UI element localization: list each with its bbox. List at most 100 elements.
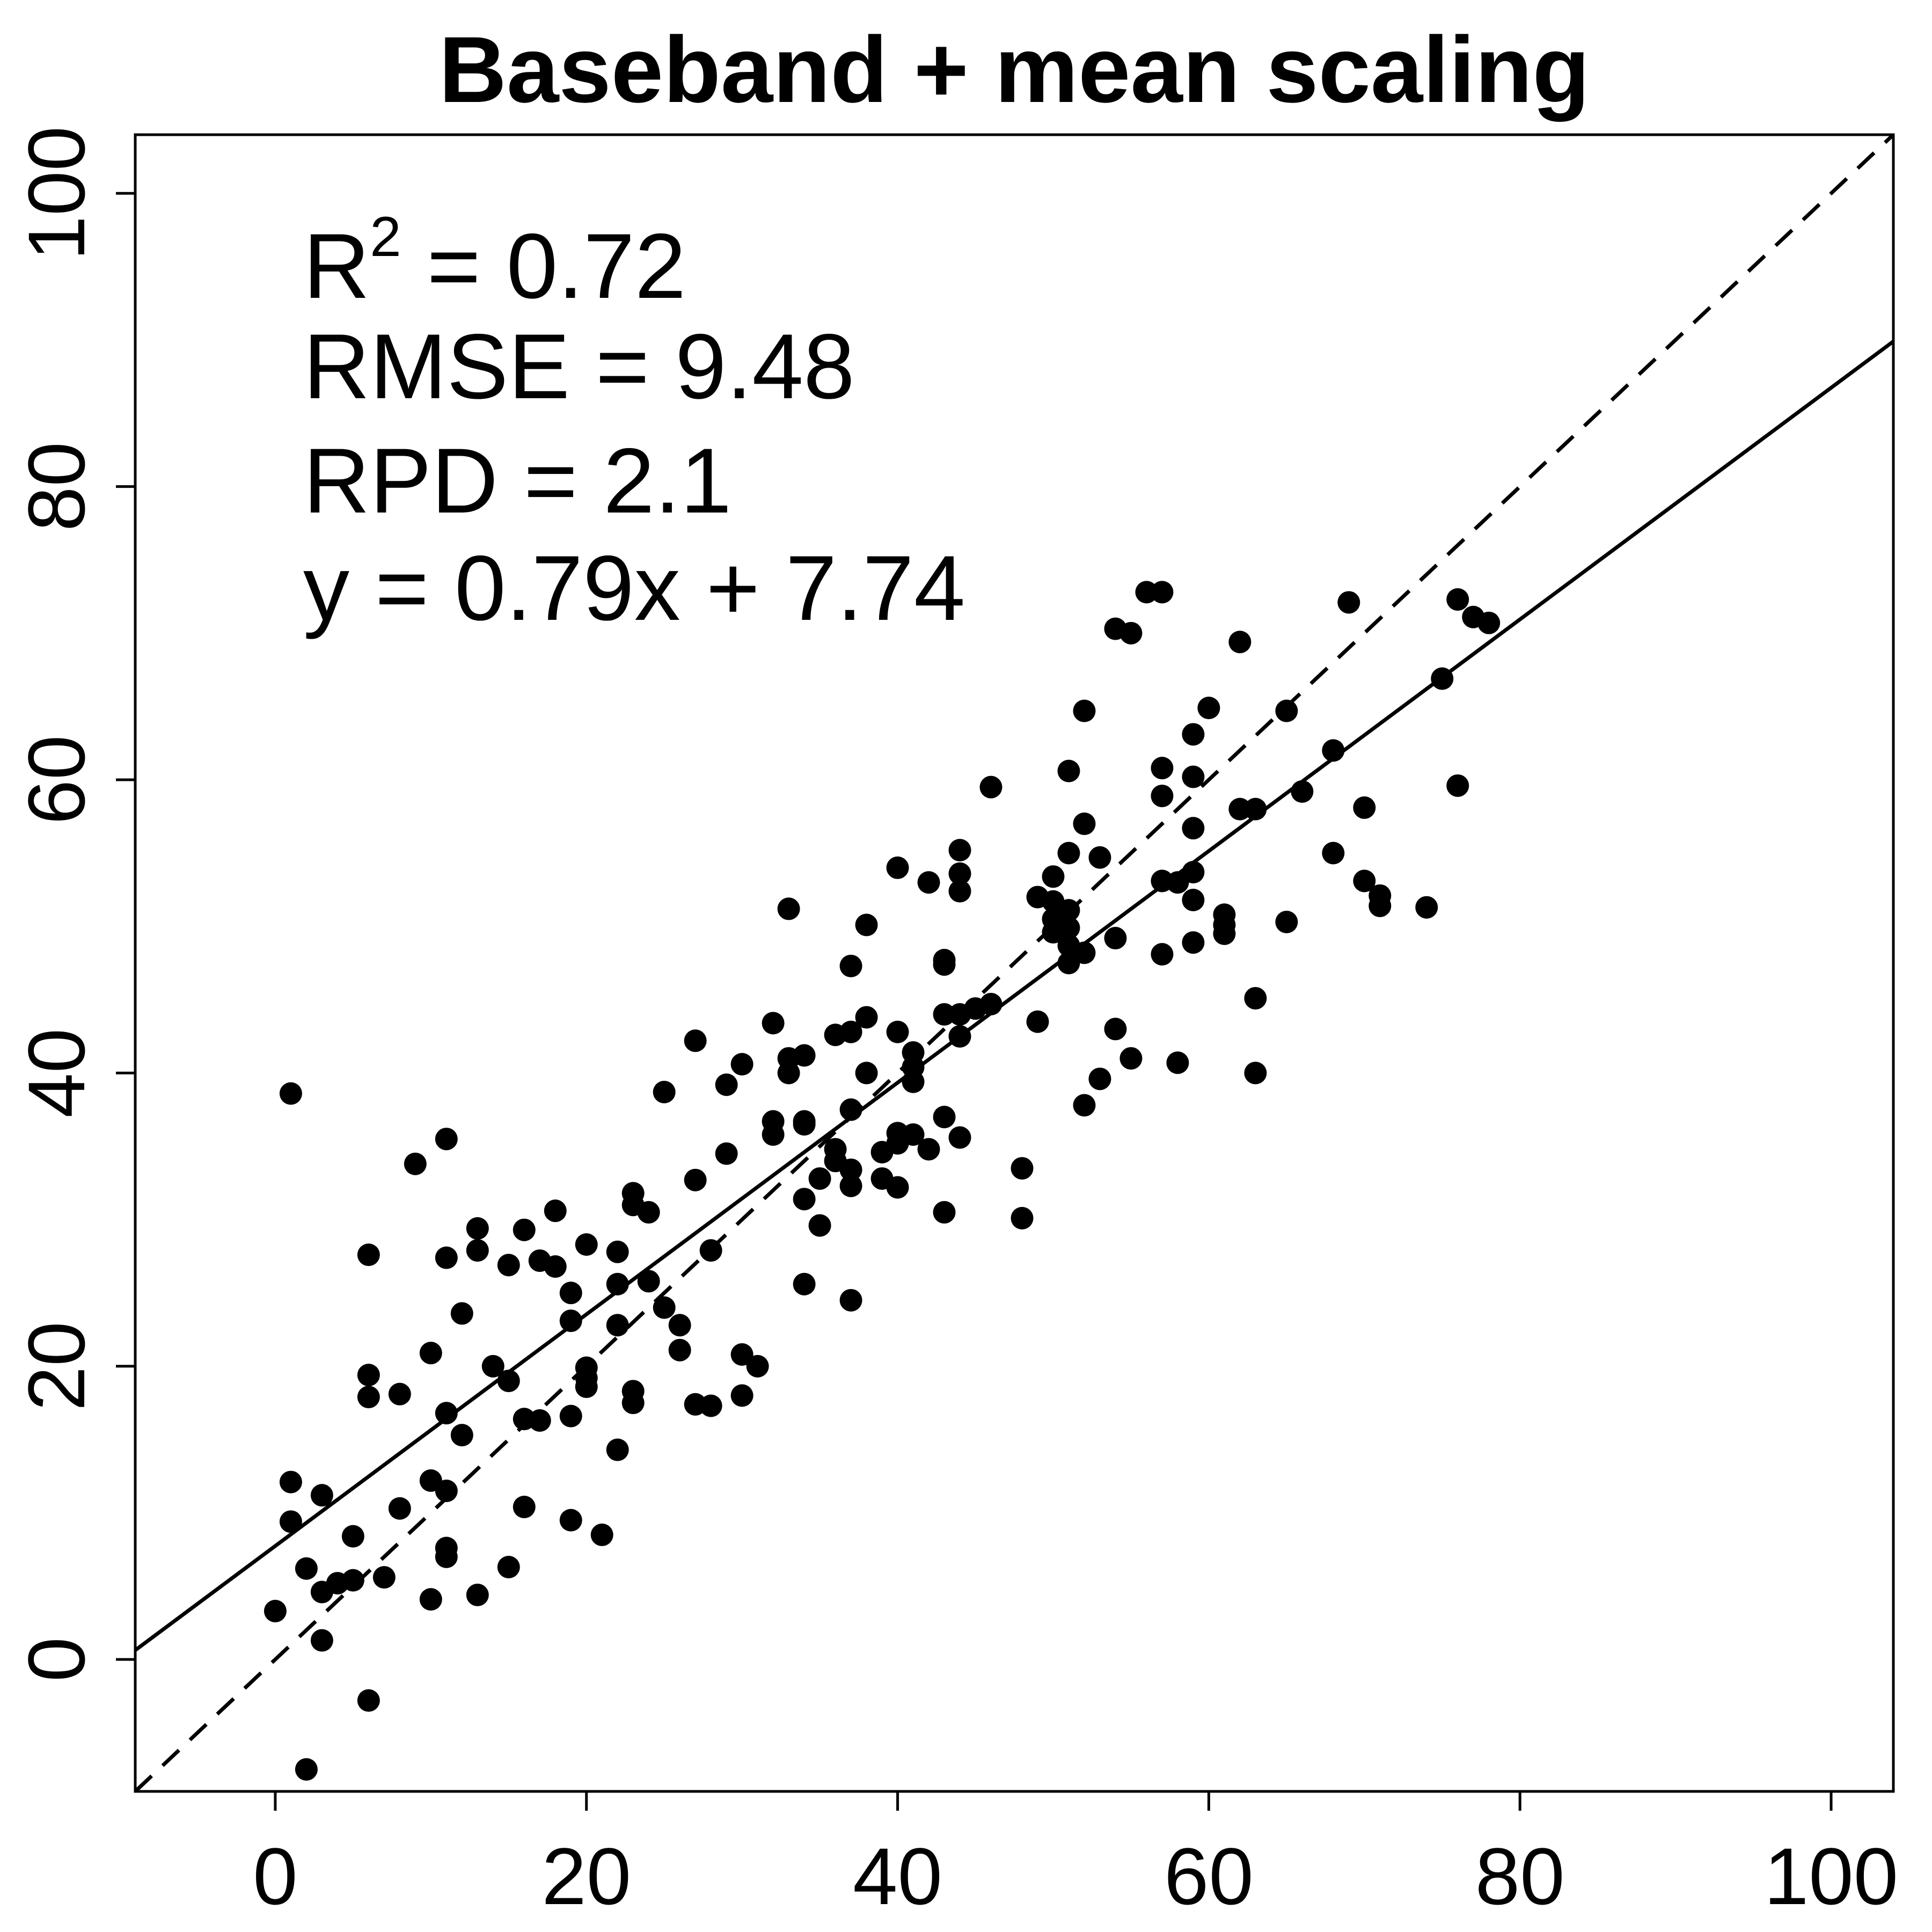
data-point (1322, 841, 1345, 865)
data-point (653, 1296, 676, 1319)
data-point (1275, 699, 1298, 722)
data-point (948, 880, 971, 903)
y-axis: 0 20 40 60 80 100 (11, 126, 135, 1682)
data-point (1244, 1062, 1267, 1085)
data-point (1244, 987, 1267, 1010)
data-point (357, 1364, 380, 1387)
data-point (606, 1314, 629, 1337)
data-point (559, 1282, 582, 1305)
data-point (419, 1588, 442, 1611)
data-point (544, 1255, 567, 1278)
data-point (357, 1689, 380, 1712)
x-tick-label: 80 (1475, 1831, 1565, 1921)
data-point (279, 1510, 302, 1533)
regression-line (135, 340, 1893, 1652)
data-point (1182, 931, 1205, 954)
data-point (575, 1356, 598, 1379)
data-point (715, 1142, 738, 1165)
data-point (777, 1062, 800, 1085)
data-point (544, 1199, 567, 1223)
data-point (855, 1062, 878, 1085)
data-point (793, 1188, 816, 1211)
data-point (808, 1214, 831, 1237)
data-point (730, 1384, 753, 1407)
data-point (388, 1497, 411, 1520)
data-point (948, 1126, 971, 1149)
rpd-label: RPD = 2.1 (303, 429, 731, 532)
data-point (1337, 591, 1360, 614)
data-point (1088, 846, 1111, 869)
data-point (730, 1052, 753, 1075)
data-point (777, 897, 800, 920)
data-point (466, 1239, 489, 1262)
data-point (839, 954, 862, 977)
data-point (1104, 1018, 1127, 1041)
data-point (933, 1201, 956, 1224)
data-point (606, 1240, 629, 1263)
data-point (435, 1479, 458, 1502)
data-point (590, 1523, 613, 1546)
data-point (917, 1138, 940, 1161)
data-point (497, 1556, 520, 1579)
data-point (1182, 889, 1205, 912)
data-point (1135, 581, 1158, 604)
data-point (762, 1123, 785, 1146)
data-point (621, 1392, 645, 1415)
data-point (1119, 621, 1143, 645)
data-point (793, 1044, 816, 1067)
data-point (466, 1217, 489, 1240)
data-point (1431, 667, 1454, 690)
y-tick-label: 100 (11, 126, 101, 260)
data-point (699, 1239, 722, 1262)
data-point (1166, 1051, 1189, 1074)
data-point (653, 1080, 676, 1103)
data-point (948, 1025, 971, 1048)
data-point (1057, 841, 1080, 865)
data-point (948, 839, 971, 862)
data-point (606, 1272, 629, 1296)
data-point (481, 1355, 504, 1378)
data-point (933, 953, 956, 976)
identity-line (135, 135, 1893, 1791)
data-point (855, 913, 878, 936)
x-axis: 0 20 40 60 80 100 (253, 1791, 1898, 1921)
data-point (1011, 1206, 1034, 1230)
data-point (1182, 723, 1205, 746)
data-point (528, 1409, 551, 1432)
data-point (310, 1629, 333, 1652)
x-tick-label: 100 (1764, 1831, 1898, 1921)
y-tick-label: 60 (11, 735, 101, 825)
y-tick-label: 0 (11, 1637, 101, 1681)
data-point (1151, 943, 1174, 966)
data-point (1446, 774, 1469, 797)
data-point (839, 1289, 862, 1312)
data-point (793, 1272, 816, 1296)
data-point (621, 1182, 645, 1205)
data-point (668, 1314, 691, 1337)
data-point (279, 1470, 302, 1494)
data-point (979, 992, 1002, 1015)
chart-title: Baseband + mean scaling (439, 18, 1590, 122)
data-point (917, 871, 940, 894)
r-squared-label: R2 = 0.72 (303, 206, 686, 318)
data-point (808, 1167, 831, 1190)
data-point (1073, 812, 1096, 835)
data-point (948, 862, 971, 885)
data-point (1104, 927, 1127, 950)
data-point (513, 1218, 536, 1241)
data-point (1073, 1094, 1096, 1117)
data-point (450, 1424, 473, 1447)
data-point (1026, 1010, 1049, 1033)
data-points (264, 581, 1501, 1781)
data-point (1151, 785, 1174, 808)
data-point (839, 1174, 862, 1197)
data-point (1042, 865, 1065, 888)
data-point (575, 1233, 598, 1256)
data-point (762, 1012, 785, 1035)
data-point (839, 1098, 862, 1121)
data-point (1119, 1047, 1143, 1070)
data-point (886, 1020, 909, 1043)
x-tick-label: 40 (853, 1831, 942, 1921)
data-point (979, 775, 1002, 799)
